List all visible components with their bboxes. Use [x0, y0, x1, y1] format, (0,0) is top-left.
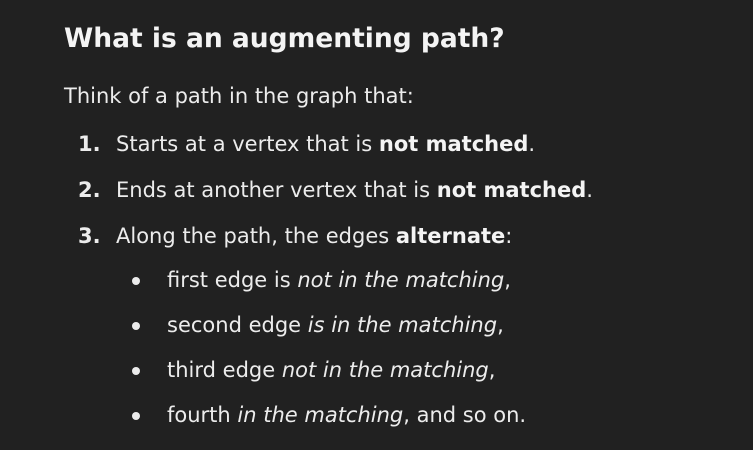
text-segment: , [504, 268, 511, 292]
text-segment: : [505, 224, 513, 248]
list-number: 3. [78, 224, 101, 248]
text-segment: , and so on. [403, 403, 527, 427]
list-item-text: Ends at another vertex that is not match… [116, 174, 593, 206]
bold-text: alternate [395, 224, 506, 248]
bullet-icon [132, 412, 140, 420]
bullet-icon [132, 277, 140, 285]
list-item-text: fourth in the matching, and so on. [167, 399, 526, 431]
text-segment: third edge [167, 358, 282, 382]
bullet-icon [132, 367, 140, 375]
text-segment: Starts at a vertex that is [116, 132, 379, 156]
italic-text: not in the matching [281, 358, 489, 382]
text-segment: . [586, 178, 593, 202]
bold-text: not matched [378, 132, 529, 156]
list-number: 2. [78, 178, 101, 202]
list-item-text: Starts at a vertex that is not matched. [116, 128, 535, 160]
italic-text: in the matching [237, 403, 404, 427]
list-item-text: second edge is in the matching, [167, 309, 504, 341]
section-heading: What is an augmenting path? [64, 23, 505, 54]
text-segment: first edge is [167, 268, 298, 292]
list-item-text: first edge is not in the matching, [167, 264, 511, 296]
text-segment: fourth [167, 403, 238, 427]
italic-text: is in the matching [307, 313, 498, 337]
bullet-icon [132, 322, 140, 330]
text-segment: , [497, 313, 504, 337]
text-segment: second edge [167, 313, 308, 337]
text-segment: Along the path, the edges [116, 224, 396, 248]
bold-text: not matched [436, 178, 587, 202]
list-item-text: third edge not in the matching, [167, 354, 495, 386]
italic-text: not in the matching [297, 268, 505, 292]
list-item-text: Along the path, the edges alternate: [116, 220, 512, 252]
intro-paragraph: Think of a path in the graph that: [64, 84, 414, 108]
list-number: 1. [78, 132, 101, 156]
text-segment: , [488, 358, 496, 382]
text-segment: Ends at another vertex that is [116, 178, 437, 202]
text-segment: . [528, 132, 536, 156]
